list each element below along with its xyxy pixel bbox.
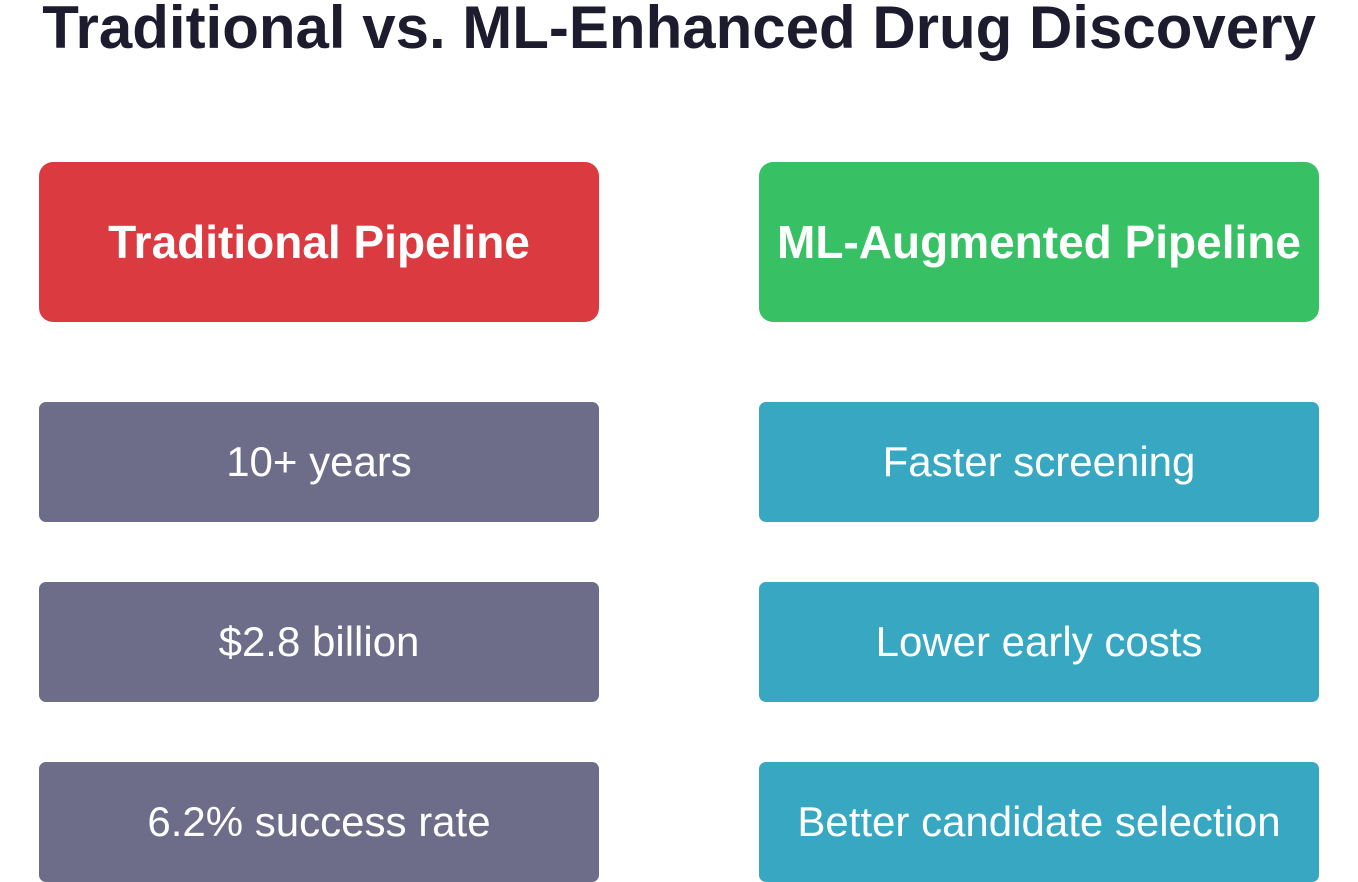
item-box: 6.2% success rate [39,762,599,882]
column-header: Traditional Pipeline [39,162,599,322]
item-box: Lower early costs [759,582,1319,702]
column-header: ML-Augmented Pipeline [759,162,1319,322]
item-box: $2.8 billion [39,582,599,702]
item-box: Better candidate selection [759,762,1319,882]
item-box: Faster screening [759,402,1319,522]
item-box: 10+ years [39,402,599,522]
title: Traditional vs. ML-Enhanced Drug Discove… [42,0,1316,61]
